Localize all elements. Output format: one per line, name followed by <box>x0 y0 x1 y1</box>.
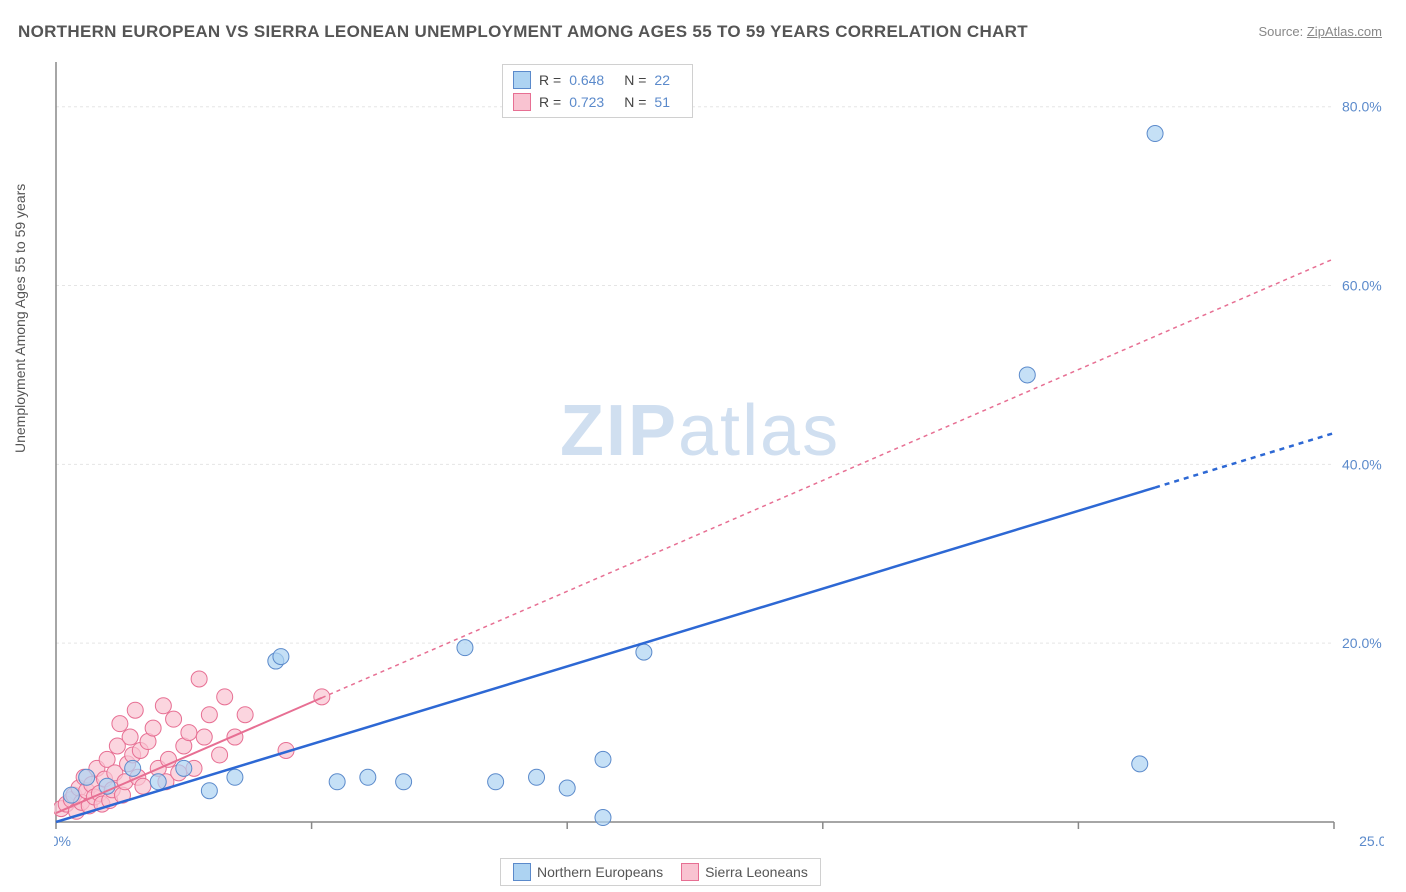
stats-row-blue: R = 0.648 N = 22 <box>513 69 682 91</box>
y-axis-label: Unemployment Among Ages 55 to 59 years <box>12 184 28 453</box>
svg-text:40.0%: 40.0% <box>1342 456 1382 472</box>
series-legend: Northern Europeans Sierra Leoneans <box>500 858 821 886</box>
svg-text:60.0%: 60.0% <box>1342 278 1382 294</box>
n-label: N = <box>624 72 646 88</box>
r-value-pink: 0.723 <box>569 94 604 110</box>
chart-title: NORTHERN EUROPEAN VS SIERRA LEONEAN UNEM… <box>18 22 1028 42</box>
svg-text:0.0%: 0.0% <box>54 833 71 848</box>
n-value-pink: 51 <box>654 94 670 110</box>
legend-label-blue: Northern Europeans <box>537 864 663 880</box>
source-label: Source: ZipAtlas.com <box>1258 24 1382 39</box>
svg-text:25.0%: 25.0% <box>1359 833 1384 848</box>
n-label: N = <box>624 94 646 110</box>
scatter-plot: 20.0% 40.0% 60.0% 80.0% 0.0% 25.0% <box>54 62 1384 848</box>
r-label: R = <box>539 72 561 88</box>
source-prefix: Source: <box>1258 24 1306 39</box>
n-value-blue: 22 <box>654 72 670 88</box>
legend-item-blue: Northern Europeans <box>513 863 663 881</box>
chart-area: 20.0% 40.0% 60.0% 80.0% 0.0% 25.0% <box>54 62 1384 848</box>
stats-legend: R = 0.648 N = 22 R = 0.723 N = 51 <box>502 64 693 118</box>
r-value-blue: 0.648 <box>569 72 604 88</box>
swatch-pink-icon <box>513 93 531 111</box>
r-label: R = <box>539 94 561 110</box>
legend-label-pink: Sierra Leoneans <box>705 864 808 880</box>
swatch-pink-icon <box>681 863 699 881</box>
legend-item-pink: Sierra Leoneans <box>681 863 808 881</box>
swatch-blue-icon <box>513 863 531 881</box>
stats-row-pink: R = 0.723 N = 51 <box>513 91 682 113</box>
swatch-blue-icon <box>513 71 531 89</box>
svg-text:80.0%: 80.0% <box>1342 99 1382 115</box>
svg-text:20.0%: 20.0% <box>1342 635 1382 651</box>
source-link[interactable]: ZipAtlas.com <box>1307 24 1382 39</box>
